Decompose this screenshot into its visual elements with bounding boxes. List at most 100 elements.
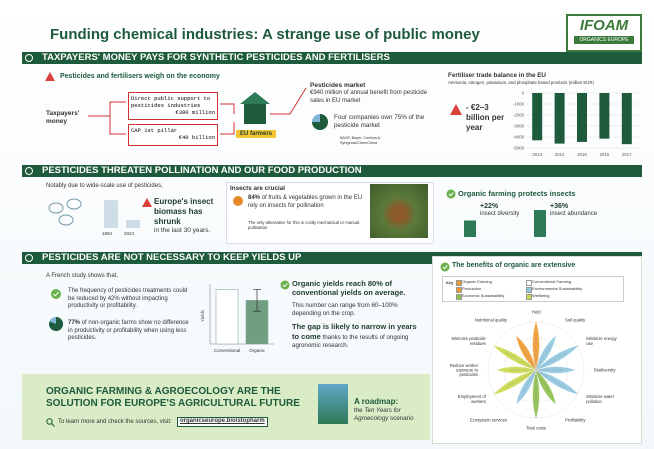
biomass-rest: in the last 30 years. (154, 227, 226, 235)
x-tick-label: 2014 (555, 152, 565, 157)
key-item: Production (462, 286, 481, 291)
radar-axis-label: Profitability (565, 418, 586, 423)
market-title: Pesticides market (310, 82, 430, 90)
bar (532, 93, 542, 140)
check-icon (446, 189, 456, 199)
crucial-note: The only alternative for this is costly … (248, 220, 366, 231)
key-item: Wellbeing (532, 293, 550, 298)
x-tick-label: 2013 (532, 152, 542, 157)
farmers-label: EU farmers (236, 130, 276, 138)
biomass-2024 (126, 220, 140, 228)
warning-icon (142, 198, 152, 208)
biomass: Europe's insect biomass has shrunk in th… (154, 197, 226, 235)
roadmap-book (318, 384, 348, 424)
yield-claim: Organic yields reach 80% of conventional… (292, 279, 422, 297)
crucial-icons (230, 195, 370, 209)
y-axis-label: Yields (200, 309, 205, 322)
bar (464, 221, 476, 238)
section-heading: TAXPAYERS' MONEY PAYS FOR SYNTHETIC PEST… (22, 52, 642, 64)
radar-axis-label: Ecosystem services (470, 418, 507, 423)
key-item: Conventional Farming (532, 279, 571, 284)
support-text: Direct public support to pesticides indu… (131, 95, 215, 109)
market: Pesticides market €940 million of annual… (310, 82, 430, 105)
footer-url[interactable]: organicseurope.bio/stopharm (177, 417, 268, 427)
category-label: insect abundance (550, 211, 598, 217)
logo-text: IFOAM (568, 16, 640, 36)
bar (577, 93, 587, 142)
footer-headline: ORGANIC FARMING & AGROECOLOGY ARE THE SO… (46, 386, 316, 410)
insect-chart: +22%insect diversity+36%insect abundance (460, 202, 610, 238)
year-label: 2024 (124, 231, 134, 237)
farm-roof (240, 92, 270, 104)
roadmap-title: A roadmap: (354, 397, 398, 406)
bee-photo (370, 184, 428, 238)
bar (599, 93, 609, 139)
insect-icon (59, 215, 73, 225)
key-item: Organic Farming (462, 279, 492, 284)
roadmap-text: the Ten Years for Agroecology scenario (354, 407, 424, 423)
roadmap-post: scenario (390, 415, 413, 422)
year-label: 1994 (102, 231, 112, 237)
study-point2: 77% of non-organic farms show no differe… (68, 320, 193, 343)
roadmap-pre: the (354, 407, 363, 414)
flow-arrow (270, 88, 306, 114)
support-amount: €390 million (131, 109, 215, 116)
farm-icon (244, 102, 266, 124)
bar (555, 93, 565, 144)
market-share: Four companies own 75% of the pesticide … (334, 114, 429, 130)
cap-box: CAP 1st pillar €40 billion (128, 124, 218, 146)
logo: IFOAM ORGANICS EUROPE (566, 14, 642, 52)
fert-subtitle: Ammonia, nitrogen, potassium, and phosph… (448, 80, 594, 85)
warning-icon (450, 104, 462, 115)
x-tick-label: Organic (249, 348, 266, 353)
insect-icon (67, 199, 81, 209)
search-icon (46, 418, 55, 427)
y-tick-label: -3000 (513, 124, 525, 129)
insect-icons (46, 194, 146, 230)
footer-learn: To learn more and check the sources, vis… (58, 419, 172, 427)
logo-sub: ORGANICS EUROPE (574, 36, 634, 44)
infographic: Funding chemical industries: A strange u… (0, 0, 654, 449)
cap-amount: €40 billion (131, 134, 215, 141)
radar-axis-label: Nutritional quality (475, 317, 508, 322)
study-point1: The frequency of pesticides treatments c… (68, 288, 193, 311)
study-icons (48, 286, 64, 336)
cap-text: CAP 1st pillar (131, 127, 215, 134)
warning-text: Pesticides and fertilisers weigh on the … (60, 73, 220, 80)
key-label: Key (446, 280, 453, 285)
study-intro: A French study shows that, (46, 273, 118, 281)
key-item: Economic Sustainability (462, 293, 504, 298)
radar-axis-label: Yield (531, 310, 541, 315)
support-box: Direct public support to pesticides indu… (128, 92, 218, 120)
benefits-radar: YieldSoil qualityMinimize energyuseBiodi… (432, 300, 640, 442)
check-icon (280, 280, 290, 290)
key-item: Environmental Sustainability (532, 286, 582, 291)
fert-title: Fertiliser trade balance in the EU (448, 72, 546, 80)
x-tick-label: 2015 (577, 152, 587, 157)
yield-gap: The gap is likely to narrow in years to … (292, 322, 422, 349)
radar-axis-label: Reduce workerexposure topesticides (450, 363, 479, 377)
radar-axis-label: Biodiversity (594, 368, 616, 373)
source-label: Taxpayers' money (46, 110, 86, 126)
study-point2-bold: 77% (68, 320, 80, 326)
value-label: +36% (550, 203, 569, 210)
check-icon (440, 262, 450, 272)
crucial-title: Insects are crucial (230, 185, 285, 193)
radar-axis-label: Soil quality (565, 317, 586, 322)
benefits-title: The benefits of organic are extensive (452, 262, 575, 269)
y-tick-label: -5000 (513, 146, 525, 151)
radar-axis-label: Total costs (526, 426, 546, 431)
organic-title: Organic farming protects insects (458, 189, 576, 198)
market-text: €940 million of annual benefit from pest… (310, 90, 430, 105)
bar (622, 93, 632, 144)
title: Funding chemical industries: A strange u… (50, 26, 480, 43)
x-tick-label: 2016 (600, 152, 610, 157)
y-tick-label: -1000 (513, 102, 525, 107)
y-tick-label: -2000 (513, 113, 525, 118)
insect-icon (49, 203, 63, 213)
study-point2-text: of non-organic farms show no difference … (68, 320, 189, 341)
biomass-bold: Europe's insect biomass has shrunk (154, 197, 226, 227)
